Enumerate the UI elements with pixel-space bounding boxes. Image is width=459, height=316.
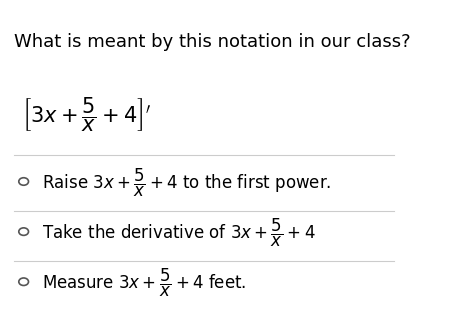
Text: What is meant by this notation in our class?: What is meant by this notation in our cl…: [13, 33, 410, 51]
Text: Raise $3x + \dfrac{5}{x} + 4$ to the first power.: Raise $3x + \dfrac{5}{x} + 4$ to the fir…: [42, 167, 331, 199]
Text: Take the derivative of $3x + \dfrac{5}{x} + 4$: Take the derivative of $3x + \dfrac{5}{x…: [42, 217, 315, 249]
Text: Measure $3x + \dfrac{5}{x} + 4$ feet.: Measure $3x + \dfrac{5}{x} + 4$ feet.: [42, 267, 246, 299]
Text: $\left[3x + \dfrac{5}{x} + 4\right]'$: $\left[3x + \dfrac{5}{x} + 4\right]'$: [22, 95, 151, 134]
